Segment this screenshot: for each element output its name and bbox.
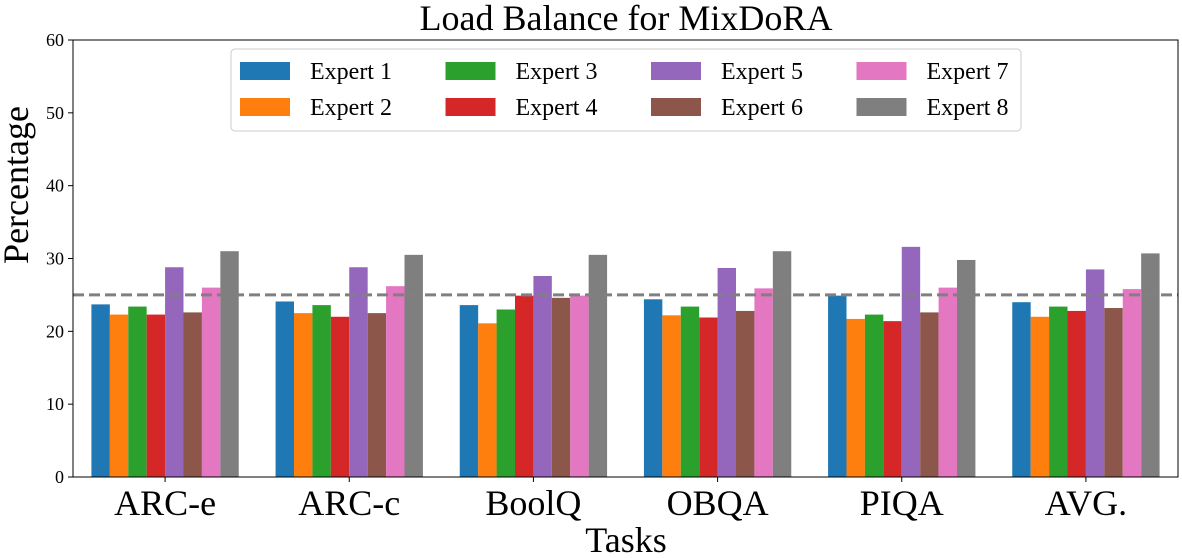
legend-label-expert-4: Expert 4 [516,95,598,121]
bar-arce-expert-1 [91,304,110,477]
bar-arce-expert-7 [201,287,221,477]
legend-box [230,48,1022,132]
bar-obqa-expert-7 [754,288,773,477]
legend-swatch-expert-4 [445,98,496,116]
legend-label-expert-3: Expert 3 [516,59,598,85]
legend-label-expert-1: Expert 1 [310,59,392,85]
bar-arce-expert-2 [109,314,129,477]
bar-avg-expert-1 [1012,302,1031,477]
bar-arce-expert-5 [165,267,184,477]
bar-piqa-expert-6 [920,312,939,477]
y-axis-label: Percentage [0,106,36,264]
legend-label-expert-2: Expert 2 [310,95,392,121]
bar-obqa-expert-8 [772,251,792,477]
bar-boolq-expert-8 [588,254,608,477]
bar-avg-expert-7 [1122,289,1142,477]
bar-piqa-expert-8 [957,259,976,477]
legend-swatch-expert-7 [856,62,907,80]
bar-piqa-expert-4 [883,321,902,477]
legend-label-expert-7: Expert 7 [927,59,1009,85]
bar-obqa-expert-1 [643,299,663,477]
y-tick-label: 10 [46,394,64,414]
legend: Expert 1 Expert 2 Expert 3 Expert 4 Expert 5… [230,48,1022,132]
legend-label-expert-6: Expert 6 [721,95,803,121]
legend-swatch-expert-1 [240,62,290,80]
y-tick-label: 30 [46,249,64,269]
bar-arce-expert-6 [183,312,202,477]
bar-arce-expert-3 [128,306,147,477]
x-tick-label: OBQA [667,483,769,523]
bar-arcc-expert-7 [386,286,405,477]
bar-boolq-expert-2 [478,323,497,477]
bar-avg-expert-4 [1067,310,1086,477]
legend-swatch-expert-6 [651,98,701,116]
y-tick-label: 0 [55,467,64,487]
bar-boolq-expert-4 [515,295,534,477]
bar-piqa-expert-7 [938,287,957,477]
bar-boolq-expert-6 [551,297,571,477]
bar-avg-expert-3 [1049,306,1068,477]
bar-arcc-expert-6 [367,313,387,477]
bar-piqa-expert-2 [846,318,865,477]
bar-piqa-expert-5 [901,246,921,477]
bar-arce-expert-4 [146,314,166,477]
legend-swatch-expert-2 [240,98,290,116]
bar-obqa-expert-4 [699,317,718,477]
bar-arce-expert-8 [220,251,239,477]
bar-boolq-expert-3 [496,309,515,477]
bar-arcc-expert-4 [330,316,350,477]
legend-swatch-expert-8 [856,98,907,116]
legend-swatch-expert-5 [651,62,701,80]
bar-arcc-expert-5 [349,267,368,477]
bar-obqa-expert-5 [717,267,736,477]
bar-avg-expert-2 [1030,316,1050,477]
x-tick-label: ARC-c [298,483,400,523]
bar-piqa-expert-3 [864,314,884,477]
plot-frame [72,39,1179,478]
bar-avg-expert-8 [1141,253,1160,477]
bar-arcc-expert-1 [275,301,294,477]
y-tick-label: 50 [46,103,64,123]
bar-avg-expert-5 [1085,269,1105,477]
x-axis-label: Tasks [585,520,666,558]
bar-obqa-expert-2 [662,315,681,477]
y-tick-label: 20 [46,321,64,341]
bar-arcc-expert-2 [294,313,313,477]
legend-label-expert-8: Expert 8 [927,95,1009,121]
bar-piqa-expert-1 [828,295,847,477]
plot-area: ARC-e ARC-c BoolQ OBQA PIQA AVG. 0 10 20 30 40 50 60 [46,30,1179,523]
x-tick-label: BoolQ [485,483,581,523]
bar-obqa-expert-3 [680,306,700,477]
bar-obqa-expert-6 [736,310,755,477]
bar-boolq-expert-1 [459,305,479,477]
y-tick-label: 40 [46,176,64,196]
x-tick-label: PIQA [860,483,944,523]
bar-avg-expert-6 [1104,308,1123,477]
legend-label-expert-5: Expert 5 [721,59,803,85]
bar-boolq-expert-7 [570,295,589,477]
y-tick-label: 60 [46,30,64,50]
bar-arcc-expert-3 [312,305,331,477]
bar-arcc-expert-8 [404,254,423,477]
x-tick-label: ARC-e [114,483,216,523]
bar-boolq-expert-5 [533,275,552,477]
legend-swatch-expert-3 [445,62,496,80]
x-tick-label: AVG. [1045,483,1127,523]
chart-title: Load Balance for MixDoRA [420,0,833,38]
